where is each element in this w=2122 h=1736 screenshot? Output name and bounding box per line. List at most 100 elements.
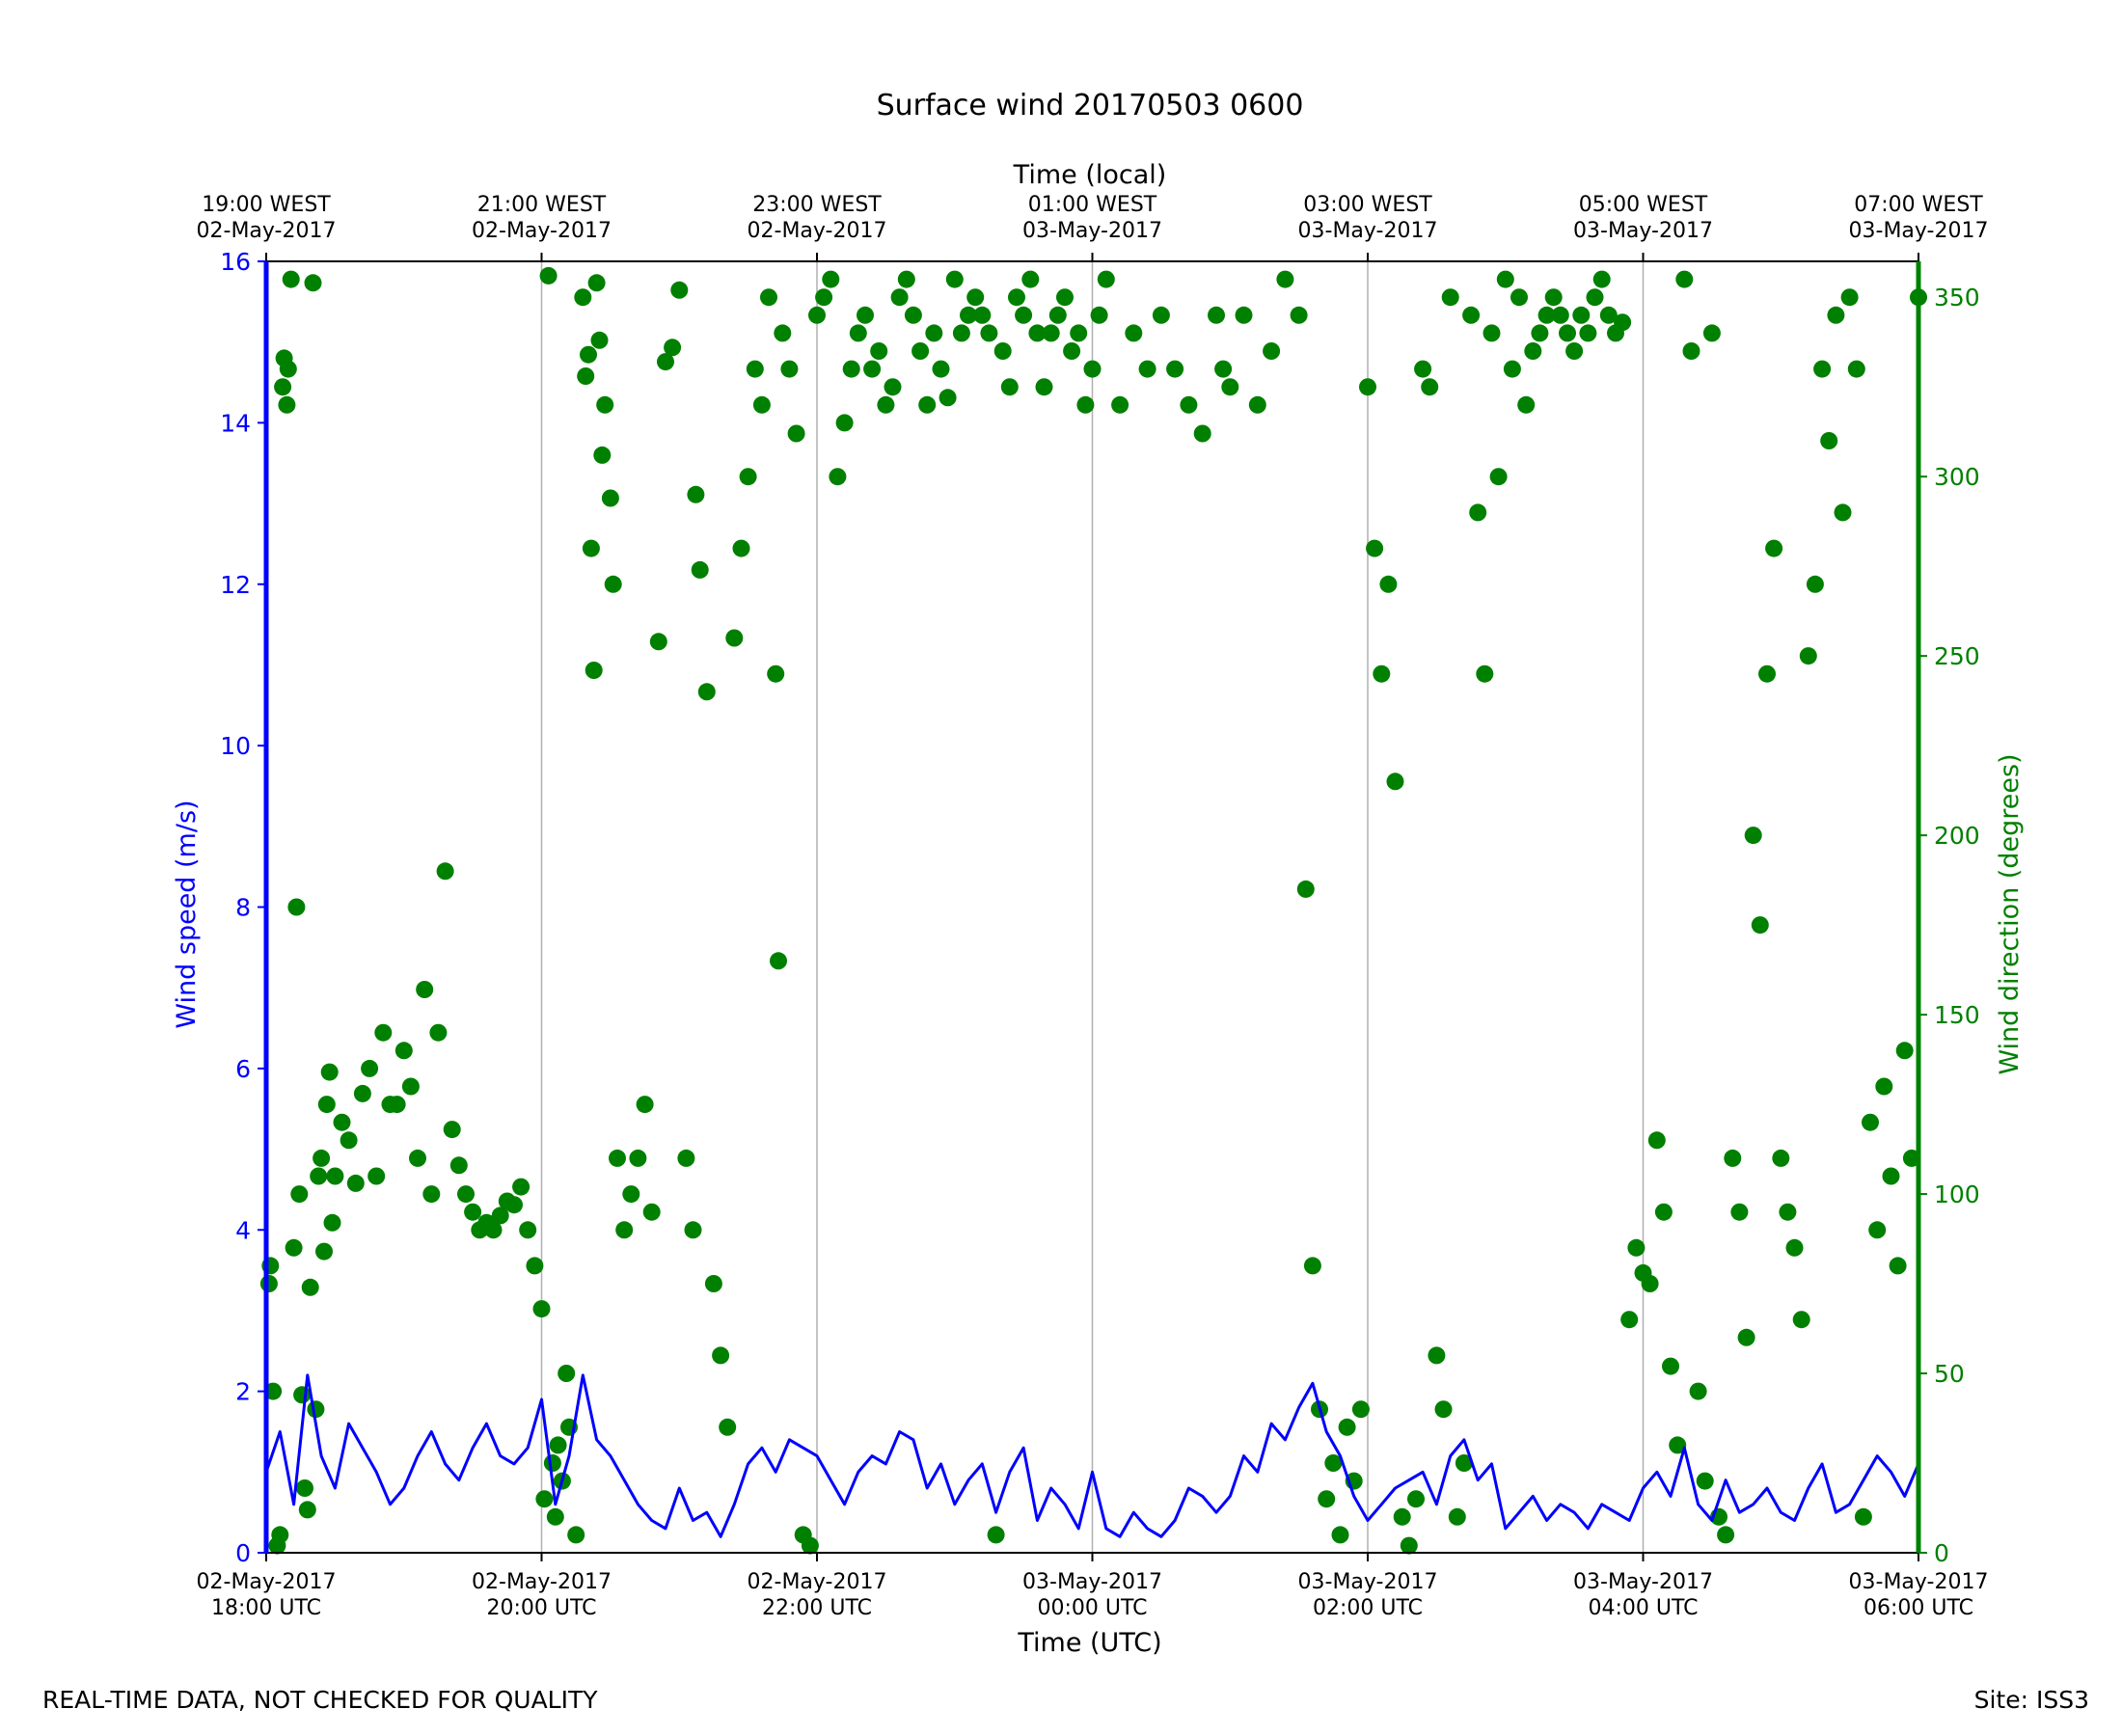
wind-direction-point bbox=[293, 1386, 312, 1404]
x-tick-label-time: 06:00 UTC bbox=[1864, 1596, 1973, 1620]
left-axis-label: Wind speed (m/s) bbox=[172, 800, 202, 1028]
wind-direction-point bbox=[1434, 1400, 1453, 1419]
x2-tick-label-time: 03:00 WEST bbox=[1303, 193, 1432, 217]
wind-direction-point bbox=[1048, 306, 1067, 324]
wind-direction-point bbox=[1820, 432, 1838, 449]
wind-direction-point bbox=[1586, 288, 1604, 307]
wind-direction-point bbox=[1276, 270, 1294, 288]
wind-direction-point bbox=[1614, 313, 1632, 332]
wind-direction-point bbox=[1806, 575, 1824, 593]
y2-tick-label: 0 bbox=[1934, 1539, 1949, 1567]
wind-direction-point bbox=[884, 378, 902, 396]
y2-tick-label: 350 bbox=[1934, 284, 1980, 312]
wind-direction-point bbox=[657, 353, 674, 371]
wind-direction-point bbox=[1400, 1536, 1418, 1555]
wind-direction-point bbox=[1455, 1454, 1473, 1472]
wind-direction-point bbox=[401, 1077, 420, 1096]
wind-direction-point bbox=[1221, 378, 1239, 396]
x-tick-label-date: 03-May-2017 bbox=[1022, 1570, 1162, 1594]
wind-direction-point bbox=[945, 270, 964, 288]
wind-direction-point bbox=[808, 306, 826, 324]
wind-direction-point bbox=[1779, 1203, 1797, 1221]
wind-direction-point bbox=[388, 1096, 406, 1114]
wind-direction-point bbox=[1414, 360, 1432, 378]
chart-title: Surface wind 20170503 0600 bbox=[877, 89, 1304, 122]
wind-direction-series bbox=[259, 266, 1927, 1555]
wind-direction-point bbox=[304, 274, 322, 292]
y2-tick-label: 150 bbox=[1934, 1001, 1980, 1029]
wind-direction-point bbox=[1862, 1113, 1879, 1131]
wind-direction-point bbox=[1070, 324, 1088, 342]
y2-tick-label: 100 bbox=[1934, 1180, 1980, 1208]
wind-direction-point bbox=[932, 360, 950, 378]
wind-direction-point bbox=[1318, 1490, 1336, 1508]
wind-direction-point bbox=[409, 1149, 426, 1167]
wind-direction-point bbox=[279, 360, 297, 378]
wind-direction-point bbox=[580, 345, 597, 364]
top-axis-label: Time (local) bbox=[1013, 160, 1167, 190]
wind-direction-point bbox=[767, 665, 785, 683]
wind-direction-point bbox=[1689, 1382, 1707, 1400]
wind-direction-point bbox=[449, 1156, 468, 1175]
wind-direction-point bbox=[787, 424, 805, 443]
wind-direction-point bbox=[604, 575, 622, 593]
wind-direction-point bbox=[1441, 288, 1459, 307]
wind-direction-point bbox=[697, 683, 716, 701]
wind-direction-point bbox=[416, 981, 434, 998]
wind-direction-point bbox=[1379, 575, 1398, 593]
wind-direction-point bbox=[320, 1063, 339, 1081]
wind-direction-point bbox=[649, 633, 667, 651]
wind-direction-point bbox=[1063, 342, 1081, 360]
x2-tick-label-date: 02-May-2017 bbox=[748, 219, 887, 243]
wind-direction-point bbox=[1015, 306, 1033, 324]
y-tick-label: 10 bbox=[220, 732, 251, 760]
wind-direction-point bbox=[877, 395, 895, 414]
wind-direction-point bbox=[1483, 324, 1501, 342]
x-tick-label-date: 02-May-2017 bbox=[197, 1570, 337, 1594]
wind-direction-point bbox=[1847, 360, 1865, 378]
wind-direction-point bbox=[549, 1436, 567, 1454]
wind-direction-point bbox=[282, 270, 300, 288]
wind-direction-point bbox=[301, 1278, 319, 1296]
wind-direction-point bbox=[1717, 1526, 1735, 1544]
wind-direction-point bbox=[1669, 1436, 1687, 1454]
wind-direction-point bbox=[1524, 342, 1542, 360]
wind-direction-point bbox=[1111, 395, 1129, 414]
wind-direction-point bbox=[1469, 503, 1487, 522]
wind-direction-point bbox=[780, 360, 799, 378]
wind-direction-point bbox=[574, 288, 592, 307]
wind-direction-point bbox=[712, 1346, 730, 1365]
wind-direction-point bbox=[1882, 1167, 1900, 1185]
x2-tick-label-date: 02-May-2017 bbox=[197, 219, 337, 243]
wind-direction-point bbox=[704, 1275, 722, 1292]
wind-direction-point bbox=[1579, 324, 1597, 342]
x-tick-label-date: 03-May-2017 bbox=[1573, 1570, 1713, 1594]
wind-direction-point bbox=[1592, 270, 1611, 288]
wind-direction-point bbox=[687, 485, 705, 503]
wind-direction-point bbox=[582, 539, 600, 557]
wind-direction-point bbox=[1235, 306, 1253, 324]
wind-direction-point bbox=[526, 1257, 544, 1275]
wind-direction-point bbox=[725, 629, 744, 647]
wind-direction-point bbox=[1517, 395, 1536, 414]
wind-direction-point bbox=[615, 1221, 634, 1239]
wind-direction-point bbox=[1303, 1257, 1321, 1275]
wind-direction-point bbox=[629, 1149, 647, 1167]
wind-direction-point bbox=[1627, 1238, 1646, 1257]
y2-tick-label: 300 bbox=[1934, 463, 1980, 491]
wind-direction-point bbox=[596, 395, 614, 414]
wind-direction-point bbox=[367, 1167, 386, 1185]
y2-tick-label: 200 bbox=[1934, 822, 1980, 850]
wind-direction-point bbox=[1090, 306, 1108, 324]
wind-direction-point bbox=[815, 288, 833, 307]
wind-direction-point bbox=[1166, 360, 1184, 378]
wind-direction-point bbox=[1702, 324, 1721, 342]
wind-direction-point bbox=[1875, 1077, 1893, 1096]
wind-direction-point bbox=[1682, 342, 1700, 360]
site-label: Site: ISS3 bbox=[1973, 1686, 2089, 1714]
wind-direction-point bbox=[1572, 306, 1591, 324]
wind-direction-point bbox=[543, 1454, 561, 1472]
wind-direction-point bbox=[1559, 324, 1576, 342]
wind-direction-point bbox=[1097, 270, 1115, 288]
